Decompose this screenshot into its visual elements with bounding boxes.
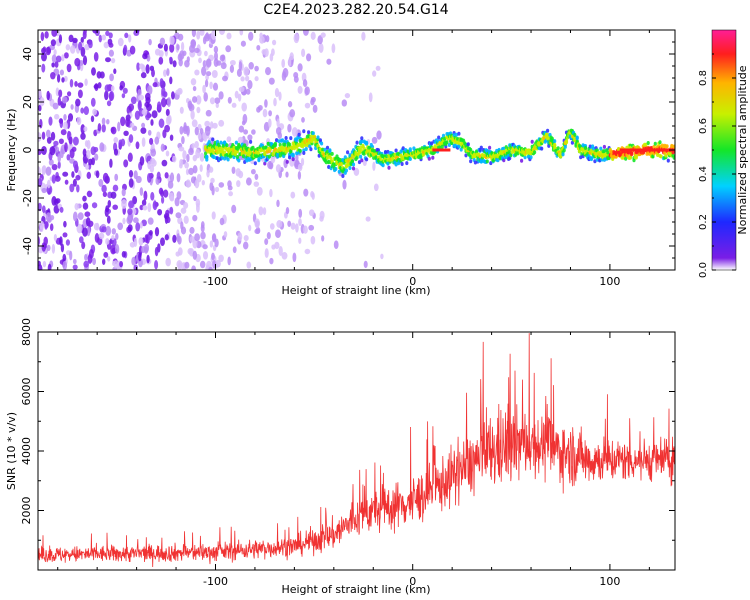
colorbar-tick-label: 0.0 (698, 262, 709, 278)
spectrogram-ticks: -100 0 100 -40 -20 0 20 40 (21, 29, 675, 288)
y-tick-label: -20 (21, 189, 34, 207)
y-tick-label: -40 (21, 237, 34, 255)
snr-series-line (38, 333, 675, 568)
x-tick-label: -100 (203, 275, 228, 288)
colorbar-label: Normalized spectral amplitude (736, 65, 749, 234)
y-tick-label: 6000 (20, 378, 33, 406)
x-tick-label: -100 (203, 575, 228, 588)
y-tick-label: 4000 (20, 437, 33, 465)
x-tick-label: 0 (409, 575, 416, 588)
x-tick-label: 100 (599, 575, 620, 588)
spectrogram-panel: -100 0 100 -40 -20 0 20 40 Height of straight l… (5, 29, 676, 297)
spectrogram-y-label: Frequency (Hz) (5, 109, 18, 192)
spectrogram-heatmap (38, 30, 675, 270)
snr-y-label: SNR (10 * v/v) (5, 412, 18, 490)
snr-ticks: -100 0 100 2000 4000 6000 8000 (20, 318, 675, 588)
y-tick-label: 20 (21, 95, 34, 109)
colorbar-tick-label: 0.2 (698, 214, 709, 230)
x-tick-label: 100 (599, 275, 620, 288)
snr-plot-area (38, 333, 675, 568)
x-tick-label: 0 (409, 275, 416, 288)
colorbar-ticks: 0.0 0.2 0.4 0.6 0.8 (698, 53, 736, 278)
snr-x-label: Height of straight line (km) (281, 583, 430, 596)
y-tick-label: 2000 (20, 497, 33, 525)
colorbar-tick-label: 0.8 (698, 70, 709, 86)
spectrogram-x-label: Height of straight line (km) (281, 284, 430, 297)
y-tick-label: 0 (21, 147, 34, 154)
y-tick-label: 40 (21, 47, 34, 61)
colorbar: 0.0 0.2 0.4 0.6 0.8 Normalized spectral ampl… (698, 29, 749, 278)
colorbar-tick-label: 0.6 (698, 118, 709, 134)
colorbar-gradient (711, 29, 737, 271)
colorbar-tick-label: 0.4 (698, 166, 709, 182)
y-tick-label: 8000 (20, 318, 33, 346)
snr-panel: -100 0 100 2000 4000 6000 8000 Height of strai… (5, 318, 676, 596)
figure-title: C2E4.2023.282.20.54.G14 (263, 2, 448, 18)
